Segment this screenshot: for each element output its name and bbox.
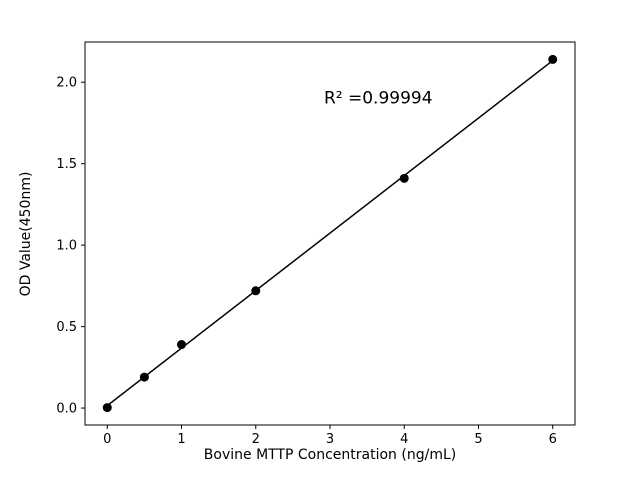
y-tick-label: 0.5 <box>56 320 77 335</box>
x-tick-label: 0 <box>103 432 111 447</box>
data-point <box>139 372 149 382</box>
x-tick-label: 5 <box>474 432 482 447</box>
x-tick-label: 1 <box>177 432 185 447</box>
r-squared-annotation: R² =0.99994 <box>324 88 433 108</box>
data-point <box>177 340 187 350</box>
x-tick-label: 4 <box>400 432 408 447</box>
x-axis-label: Bovine MTTP Concentration (ng/mL) <box>204 447 456 463</box>
y-tick-label: 1.5 <box>56 157 77 172</box>
data-point <box>548 54 558 64</box>
y-tick-label: 1.0 <box>56 239 77 254</box>
y-axis-label: OD Value(450nm) <box>18 172 34 297</box>
x-tick-label: 6 <box>549 432 557 447</box>
data-point <box>251 286 261 296</box>
y-tick-label: 0.0 <box>56 402 77 417</box>
y-tick-label: 2.0 <box>56 76 77 91</box>
data-point <box>102 403 112 413</box>
fit-line <box>106 59 554 407</box>
plot-area: 0 1 2 3 4 5 6 0.0 0.5 1.0 1.5 2.0 <box>56 41 576 447</box>
x-tick-label: 3 <box>326 432 334 447</box>
data-point <box>399 173 409 183</box>
x-tick-label: 2 <box>252 432 260 447</box>
